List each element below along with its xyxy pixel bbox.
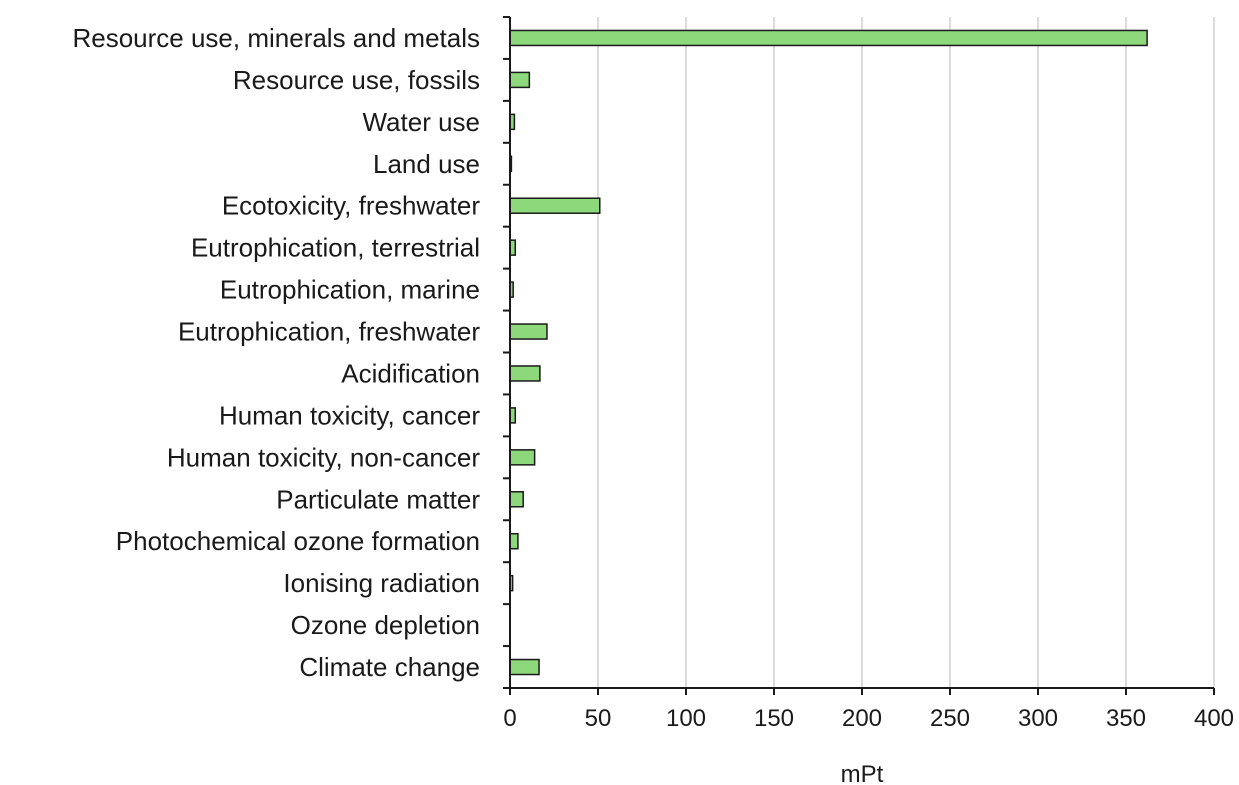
bar-1	[509, 71, 531, 89]
x-tick-label-150: 150	[754, 705, 794, 732]
bar-0	[509, 29, 1148, 47]
category-label-15: Climate change	[299, 652, 480, 682]
category-label-6: Eutrophication, marine	[220, 275, 480, 305]
x-axis-title: mPt	[841, 761, 884, 785]
x-tick-label-250: 250	[930, 705, 970, 732]
bar-8	[509, 365, 541, 382]
category-label-5: Eutrophication, terrestrial	[191, 233, 480, 263]
x-tick-label-350: 350	[1106, 705, 1146, 732]
category-label-2: Water use	[362, 107, 480, 137]
category-label-9: Human toxicity, cancer	[219, 400, 480, 430]
grid-lines	[597, 17, 1215, 688]
x-tick-label-0: 0	[503, 705, 516, 732]
axes	[503, 16, 1215, 695]
category-label-12: Photochemical ozone formation	[116, 526, 480, 556]
bar-12	[509, 532, 519, 550]
bar-11	[509, 491, 524, 508]
bar-4	[509, 197, 601, 214]
bars	[509, 29, 1148, 676]
category-label-14: Ozone depletion	[291, 610, 480, 640]
bar-10	[509, 449, 536, 466]
x-tick-label-200: 200	[842, 705, 882, 732]
category-label-13: Ionising radiation	[283, 568, 480, 598]
x-tick-label-100: 100	[666, 705, 706, 732]
category-label-8: Acidification	[341, 358, 480, 388]
category-label-7: Eutrophication, freshwater	[178, 317, 480, 347]
category-label-0: Resource use, minerals and metals	[72, 23, 480, 53]
bar-7	[509, 323, 548, 340]
category-label-10: Human toxicity, non-cancer	[167, 442, 480, 472]
x-tick-labels: 0 50 100 150 200 250 300 350 400	[503, 705, 1234, 732]
category-label-3: Land use	[373, 149, 480, 179]
x-tick-label-300: 300	[1018, 705, 1058, 732]
category-label-11: Particulate matter	[276, 484, 480, 514]
category-label-4: Ecotoxicity, freshwater	[222, 191, 481, 221]
category-labels: Resource use, minerals and metals Resourc…	[72, 23, 480, 682]
x-tick-label-400: 400	[1194, 705, 1234, 732]
x-tick-label-50: 50	[585, 705, 612, 732]
category-label-1: Resource use, fossils	[233, 65, 480, 95]
bar-15	[509, 658, 540, 676]
